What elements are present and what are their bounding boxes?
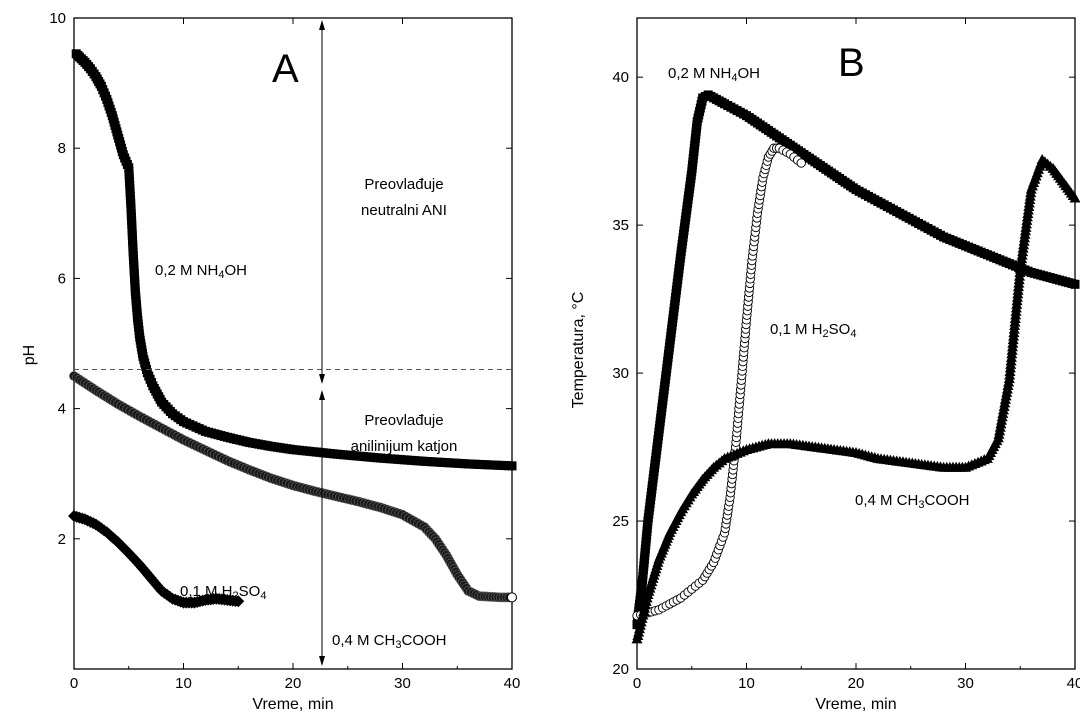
y-tick-label: 8 [58,140,66,157]
region-arrows [319,20,325,666]
series-b-1 [633,144,806,620]
panel-b-label-h2so4: 0,1 M H2SO4 [770,321,856,340]
arrow-head-lower-top [319,390,325,400]
panel-a-label-nh4oh: 0,2 M NH4OH [155,262,247,281]
panel-b-y-axis-label: Temperatura, °C [570,292,587,409]
x-tick-label: 0 [70,675,78,692]
x-tick-label: 0 [633,675,641,692]
panel-b-label-nh4oh: 0,2 M NH4OH [668,65,760,84]
panel-b-label-ch3cooh: 0,4 M CH3COOH [855,492,969,511]
x-tick-label: 10 [738,675,755,692]
y-tick-label: 25 [612,513,629,530]
panel-b: 0 10 20 30 40 20 25 30 35 40 B Vreme, min Tempera… [570,18,1080,713]
panel-b-letter: B [838,41,865,85]
y-tick-label: 30 [612,365,629,382]
region-label-neutral-line2: neutralni ANI [361,202,447,219]
panel-b-series [632,90,1080,643]
panel-b-x-axis-label: Vreme, min [815,696,896,713]
x-tick-label: 20 [285,675,302,692]
panel-a-label-ch3cooh: 0,4 M CH3COOH [332,632,446,651]
series-a-0 [72,49,517,470]
panel-a-y-axis-label: pH [21,345,38,365]
region-label-cation-line2: anilinijum katjon [351,438,458,455]
y-tick-label: 20 [612,661,629,678]
data-point-marker [1071,280,1080,289]
x-tick-label: 40 [1067,675,1080,692]
arrow-head-bottom [319,656,325,666]
x-tick-label: 40 [504,675,521,692]
x-tick-label: 10 [175,675,192,692]
y-tick-label: 40 [612,69,629,86]
series-b-2 [632,154,1080,643]
panel-a-x-axis-label: Vreme, min [252,696,333,713]
panel-a-label-h2so4: 0,1 M H2SO4 [180,583,266,602]
arrow-head-top [319,20,325,30]
region-label-cation-line1: Preovlađuje [364,412,443,429]
x-tick-label: 30 [957,675,974,692]
y-tick-label: 2 [58,531,66,548]
panel-a-axes: 0 10 20 30 40 2 4 6 8 10 [49,10,520,692]
region-label-neutral-line1: Preovlađuje [364,176,443,193]
x-tick-label: 30 [394,675,411,692]
panel-a: 0 10 20 30 40 2 4 6 8 10 A Vreme, min pH Preovlađ… [21,10,520,713]
y-tick-label: 10 [49,10,66,27]
series-line [76,54,512,466]
endpoint-marker [508,593,517,602]
data-point-marker [508,461,517,470]
x-tick-label: 20 [848,675,865,692]
y-tick-label: 4 [58,401,66,418]
arrow-head-upper-bottom [319,374,325,384]
data-point-marker [797,159,805,167]
y-tick-label: 6 [58,270,66,287]
panel-a-series [68,49,517,608]
panel-a-letter: A [272,47,299,91]
y-tick-label: 35 [612,217,629,234]
